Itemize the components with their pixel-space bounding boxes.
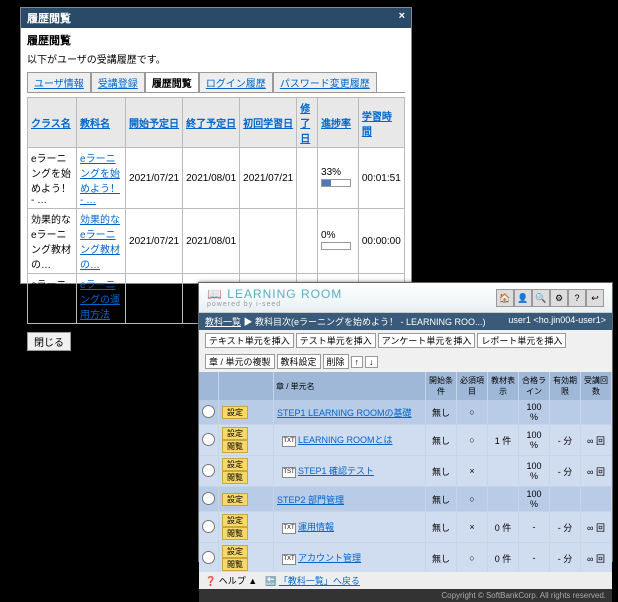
back-bar: 🔙 「教科一覧」へ戻る ❓ ヘルプ ▲ <box>199 572 612 589</box>
col-header[interactable]: 教科名 <box>80 119 110 130</box>
close-button[interactable]: 閉じる <box>27 332 71 351</box>
row-radio[interactable] <box>202 433 215 446</box>
col-header[interactable]: 進捗率 <box>321 119 351 130</box>
settings-icon[interactable]: ⚙ <box>550 289 568 307</box>
view-button[interactable]: 閲覧 <box>222 527 248 540</box>
section-title: 履歴閲覧 <box>27 32 405 48</box>
user-icon[interactable]: 👤 <box>514 289 532 307</box>
row-radio[interactable] <box>202 551 215 564</box>
logo: 📖 LEARNING ROOMpowered by i-seed <box>207 287 342 308</box>
table-row: eラーニングを始めよう！ - …eラーニングを始めよう！ - …2021/07/… <box>28 148 405 209</box>
view-button[interactable]: 閲覧 <box>222 471 248 484</box>
config-button[interactable]: 設定 <box>222 427 248 440</box>
learning-room-window: 📖 LEARNING ROOMpowered by i-seed 🏠 👤 🔍 ⚙… <box>198 282 613 562</box>
config-button[interactable]: 設定 <box>222 458 248 471</box>
col-header[interactable]: 学習時間 <box>362 112 392 138</box>
action-toolbar: 章 / 単元の複製教科設定削除↑↓ <box>199 351 612 372</box>
txt-icon: TXT <box>282 554 296 565</box>
chapter-row: 設定 閲覧 TXTアカウント管理無し○0 件-- 分∞ 回 <box>199 543 612 573</box>
tab-1[interactable]: 受講登録 <box>91 72 145 92</box>
course-link[interactable]: 効果的なeラーニング教材の… <box>80 215 120 271</box>
user-label: user1 <ho.jin004-user1> <box>508 315 606 328</box>
subtitle: 以下がユーザの受講履歴です。 <box>27 48 405 72</box>
chapter-row: 設定 閲覧 TSTSTEP1 確認テスト無し×100 %- 分∞ 回 <box>199 456 612 487</box>
search-icon[interactable]: 🔍 <box>532 289 550 307</box>
config-button[interactable]: 設定 <box>222 545 248 558</box>
home-icon[interactable]: 🏠 <box>496 289 514 307</box>
action-button[interactable]: 教科設定 <box>277 354 321 369</box>
config-button[interactable]: 設定 <box>222 514 248 527</box>
action-button[interactable]: 削除 <box>323 354 349 369</box>
row-radio[interactable] <box>202 405 215 418</box>
logout-icon[interactable]: ↩ <box>586 289 604 307</box>
close-icon[interactable]: × <box>399 10 405 26</box>
toolbar-icons: 🏠 👤 🔍 ⚙ ? ↩ <box>496 289 604 307</box>
tab-4[interactable]: パスワード変更履歴 <box>273 72 377 92</box>
window-title-bar: 履歴閲覧 × <box>21 8 411 28</box>
chapter-row: 設定 閲覧 TXTLEARNING ROOMとは無し○1 件100 %- 分∞ … <box>199 425 612 456</box>
insert-button[interactable]: テスト単元を挿入 <box>296 333 376 348</box>
insert-button[interactable]: アンケート単元を挿入 <box>378 333 476 348</box>
window-title: 履歴閲覧 <box>27 10 71 26</box>
chapter-row: 設定STEP2 部門管理無し○100 % <box>199 487 612 512</box>
tab-2[interactable]: 履歴閲覧 <box>145 72 199 92</box>
item-link[interactable]: アカウント管理 <box>298 553 361 563</box>
tab-3[interactable]: ログイン履歴 <box>199 72 273 92</box>
action-button[interactable]: 章 / 単元の複製 <box>205 354 275 369</box>
item-link[interactable]: STEP2 部門管理 <box>277 495 344 505</box>
header: 📖 LEARNING ROOMpowered by i-seed 🏠 👤 🔍 ⚙… <box>199 283 612 313</box>
row-radio[interactable] <box>202 464 215 477</box>
insert-button[interactable]: テキスト単元を挿入 <box>205 333 294 348</box>
insert-button[interactable]: レポート単元を挿入 <box>477 333 566 348</box>
row-radio[interactable] <box>202 492 215 505</box>
item-link[interactable]: LEARNING ROOMとは <box>298 435 393 445</box>
col-header[interactable]: クラス名 <box>31 119 71 130</box>
breadcrumb: 教科一覧 ▶ 教科目次(eラーニングを始めよう！ - LEARNING ROO.… <box>205 315 486 328</box>
row-radio[interactable] <box>202 520 215 533</box>
item-link[interactable]: STEP1 確認テスト <box>298 466 374 476</box>
tab-bar: ユーザ情報受講登録履歴閲覧ログイン履歴パスワード変更履歴 <box>27 72 405 93</box>
chapter-row: 設定STEP1 LEARNING ROOMの基礎無し○100 % <box>199 400 612 425</box>
config-button[interactable]: 設定 <box>222 406 248 419</box>
view-button[interactable]: 閲覧 <box>222 440 248 453</box>
table-row: 効果的なeラーニング教材の…効果的なeラーニング教材の…2021/07/2120… <box>28 209 405 274</box>
breadcrumb-bar: 教科一覧 ▶ 教科目次(eラーニングを始めよう！ - LEARNING ROO.… <box>199 313 612 330</box>
item-link[interactable]: STEP1 LEARNING ROOMの基礎 <box>277 408 412 418</box>
history-window: 履歴閲覧 × 履歴閲覧 以下がユーザの受講履歴です。 ユーザ情報受講登録履歴閲覧… <box>20 7 412 284</box>
footer: Copyright © SoftBankCorp. All rights res… <box>199 589 612 602</box>
chapter-row: 設定 閲覧 TXT運用情報無し×0 件-- 分∞ 回 <box>199 512 612 543</box>
txt-icon: TXT <box>282 436 296 447</box>
col-header[interactable]: 修了日 <box>300 104 310 145</box>
action-button[interactable]: ↓ <box>365 356 378 368</box>
course-link[interactable]: eラーニングを始めよう！ - … <box>80 154 120 206</box>
action-button[interactable]: ↑ <box>351 356 364 368</box>
col-header[interactable]: 終了予定日 <box>186 119 236 130</box>
crumb-link[interactable]: 教科一覧 <box>205 317 241 327</box>
col-header[interactable]: 初回学習日 <box>243 119 293 130</box>
col-header[interactable]: 開始予定日 <box>129 119 179 130</box>
tab-0[interactable]: ユーザ情報 <box>27 72 91 92</box>
tst-icon: TST <box>282 467 296 478</box>
help-icon[interactable]: ? <box>568 289 586 307</box>
txt-icon: TXT <box>282 523 296 534</box>
course-link[interactable]: eラーニングの運用方法 <box>80 280 120 321</box>
item-link[interactable]: 運用情報 <box>298 522 334 532</box>
chapters-table: 章 / 単元名開始条件必須項目教材表示合格ライン有効期限受講回数 設定STEP1… <box>199 372 612 572</box>
back-link[interactable]: 「教科一覧」へ戻る <box>279 576 360 586</box>
insert-toolbar: テキスト単元を挿入テスト単元を挿入アンケート単元を挿入レポート単元を挿入 <box>199 330 612 351</box>
help-link[interactable]: ヘルプ ▲ <box>219 576 257 586</box>
config-button[interactable]: 設定 <box>222 493 248 506</box>
